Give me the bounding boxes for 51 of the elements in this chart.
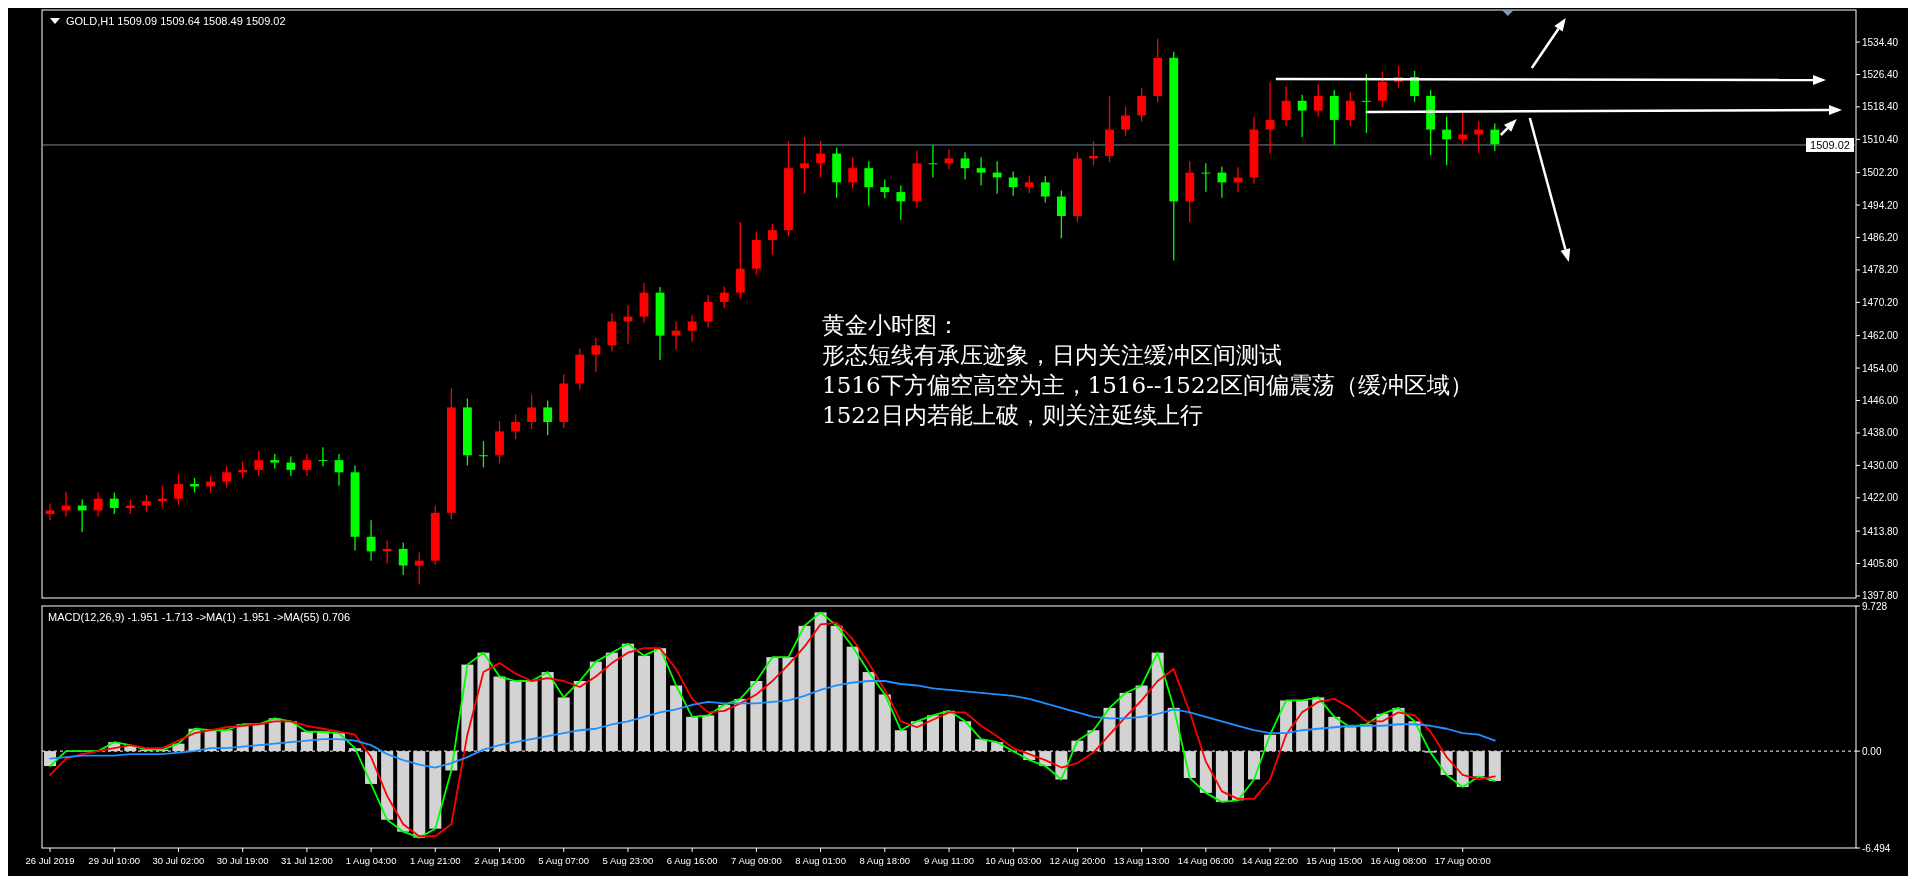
y-tick-label: 0.00 <box>1862 745 1882 757</box>
y-tick-label: 1446.00 <box>1862 395 1899 407</box>
x-tick-label: 8 Aug 01:00 <box>795 855 846 866</box>
annotation: 1516下方偏空高空为主，1516--1522区间偏震荡（缓冲区域） <box>822 372 1474 399</box>
x-tick-label: 31 Jul 12:00 <box>280 855 333 866</box>
y-tick-label: 1422.00 <box>1862 492 1899 504</box>
y-tick-label: 1478.20 <box>1862 264 1899 276</box>
x-tick-label: 2 Aug 14:00 <box>474 855 525 866</box>
x-tick-label: 30 Jul 02:00 <box>152 855 205 866</box>
x-tick-label: 7 Aug 09:00 <box>731 855 782 866</box>
annotation: 形态短线有承压迹象，日内关注缓冲区间测试 <box>822 342 1283 369</box>
y-tick-label: 1397.80 <box>1862 590 1899 602</box>
y-tick-label: 1438.00 <box>1862 427 1899 439</box>
x-tick-label: 13 Aug 13:00 <box>1113 855 1170 866</box>
y-tick-label: 1486.20 <box>1862 232 1899 243</box>
y-tick-label: 1405.80 <box>1862 558 1899 570</box>
y-tick-label: -6.494 <box>1862 842 1891 854</box>
ref-line-label: 1509.02 <box>1810 138 1850 151</box>
x-tick-label: 30 Jul 19:00 <box>216 855 269 866</box>
y-tick-label: 1470.20 <box>1862 296 1899 308</box>
x-tick-label: 14 Aug 06:00 <box>1177 855 1234 866</box>
x-tick-label: 9 Aug 11:00 <box>923 855 975 866</box>
y-tick-label: 1462.00 <box>1862 330 1899 342</box>
y-tick-label: 1413.80 <box>1862 525 1899 537</box>
annotation: 1522日内若能上破，则关注延续上行 <box>822 402 1203 429</box>
y-tick-label: 1430.00 <box>1862 459 1899 471</box>
annotation: 黄金小时图： <box>822 312 961 339</box>
x-tick-label: 10 Aug 03:00 <box>985 855 1042 866</box>
y-tick-label: 1534.40 <box>1862 36 1899 48</box>
x-tick-label: 1 Aug 21:00 <box>409 855 461 866</box>
y-tick-label: 9.728 <box>1862 600 1888 612</box>
y-tick-label: 1518.40 <box>1862 101 1899 113</box>
y-tick-label: 1510.40 <box>1862 133 1899 145</box>
x-tick-label: 12 Aug 20:00 <box>1049 855 1106 866</box>
y-tick-label: 1526.40 <box>1862 68 1899 80</box>
x-tick-label: 16 Aug 08:00 <box>1370 855 1427 866</box>
text: MACD(12,26,9) -1.951 -1.713 ->MA(1) -1.951 ->MA(55) 0.706 <box>48 611 351 623</box>
chart-title: GOLD,H1 1509.09 1509.64 1508.49 1509.02 <box>66 15 286 27</box>
x-tick-label: 17 Aug 00:00 <box>1434 855 1491 866</box>
x-tick-label: 26 Jul 2019 <box>25 855 75 866</box>
y-tick-label: 1502.20 <box>1862 167 1899 179</box>
x-tick-label: 14 Aug 22:00 <box>1242 855 1299 866</box>
x-tick-label: 5 Aug 23:00 <box>602 855 654 866</box>
x-tick-label: 8 Aug 18:00 <box>859 855 911 866</box>
x-tick-label: 15 Aug 15:00 <box>1306 855 1363 866</box>
y-tick-label: 1454.00 <box>1862 362 1899 374</box>
y-tick-label: 1494.20 <box>1862 199 1899 211</box>
x-tick-label: 5 Aug 07:00 <box>538 855 590 866</box>
x-tick-label: 1 Aug 04:00 <box>345 855 397 866</box>
x-tick-label: 29 Jul 10:00 <box>88 855 141 866</box>
x-tick-label: 6 Aug 16:00 <box>666 855 718 866</box>
